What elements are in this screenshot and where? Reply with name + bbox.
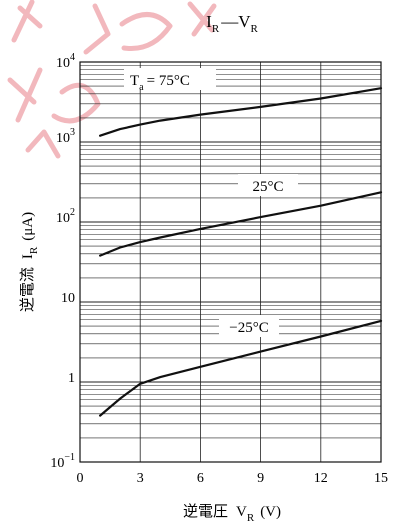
y-tick-label: 104 (56, 52, 75, 71)
x-tick-label: 9 (257, 471, 264, 486)
y-tick-label: 102 (56, 207, 75, 226)
series-label-text: Ta = 75°C (130, 73, 190, 93)
series-label-75: Ta = 75°C (124, 68, 216, 93)
y-tick-labels: 104 103 102 10 1 10−1 (50, 52, 75, 471)
x-axis-label: 逆電圧 VR (V) (183, 502, 281, 524)
x-tick-label: 15 (374, 471, 388, 486)
x-tick-label: 3 (137, 471, 144, 486)
series-label-text: 25°C (252, 179, 283, 195)
chart-title: IR —VR (206, 12, 258, 35)
series-line-1 (99, 191, 383, 257)
y-tick-label: 10 (61, 291, 75, 306)
y-tick-label: 103 (56, 127, 75, 146)
x-tick-labels: 0 3 6 9 12 15 (77, 471, 389, 486)
series-layer (99, 87, 383, 417)
y-tick-label: 10−1 (50, 452, 75, 471)
y-axis-label: 逆電流IR(μA) (18, 212, 40, 312)
series-label-25: 25°C (238, 174, 298, 196)
y-tick-label: 1 (68, 371, 75, 386)
series-label-minus25: −25°C (219, 315, 279, 337)
x-tick-label: 6 (197, 471, 204, 486)
plot-frame (79, 61, 382, 463)
x-tick-label: 12 (314, 471, 328, 486)
grid (80, 62, 381, 462)
x-tick-label: 0 (77, 471, 84, 486)
series-label-text: −25°C (229, 320, 268, 336)
series-line-0 (99, 87, 383, 137)
series-line-2 (99, 319, 383, 417)
